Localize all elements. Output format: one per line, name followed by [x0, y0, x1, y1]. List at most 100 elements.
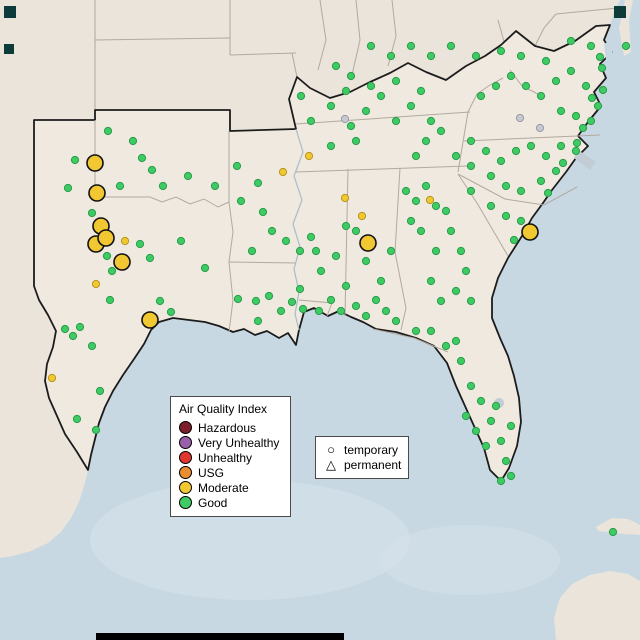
station-good: [91, 425, 101, 435]
station-good: [306, 232, 316, 242]
station-good: [346, 121, 356, 131]
station-good: [200, 263, 210, 273]
station-good: [587, 93, 597, 103]
station-good: [371, 295, 381, 305]
station-good: [446, 41, 456, 51]
station-temporary-moderate: [97, 229, 115, 247]
station-good: [391, 116, 401, 126]
shape-legend-item: ○ temporary: [324, 442, 400, 457]
station-good: [326, 141, 336, 151]
station-temporary-moderate: [88, 184, 106, 202]
station-good: [247, 246, 257, 256]
station-good: [366, 81, 376, 91]
aqi-legend-item: USG: [179, 465, 282, 480]
aqi-swatch-icon: [179, 466, 192, 479]
station-good: [316, 266, 326, 276]
state-borders-inner: [94, 69, 601, 353]
station-good: [476, 91, 486, 101]
station-good: [87, 341, 97, 351]
station-good: [416, 86, 426, 96]
station-good: [551, 76, 561, 86]
station-good: [311, 246, 321, 256]
station-good: [466, 381, 476, 391]
station-good: [361, 311, 371, 321]
station-moderate: [120, 236, 130, 246]
station-good: [183, 171, 193, 181]
aqi-swatch-icon: [179, 451, 192, 464]
station-good: [572, 138, 582, 148]
station-good: [233, 294, 243, 304]
station-good: [102, 251, 112, 261]
station-good: [326, 295, 336, 305]
station-good: [115, 181, 125, 191]
station-temporary-moderate: [141, 311, 159, 329]
aqi-legend-item: Hazardous: [179, 420, 282, 435]
station-good: [68, 331, 78, 341]
station-good: [608, 527, 618, 537]
aqi-legend-title: Air Quality Index: [179, 402, 268, 416]
station-good: [105, 295, 115, 305]
circle-shape-icon: ○: [327, 442, 335, 457]
station-good: [521, 81, 531, 91]
station-good: [251, 296, 261, 306]
station-moderate: [304, 151, 314, 161]
station-good: [381, 306, 391, 316]
station-good: [376, 91, 386, 101]
station-good: [426, 51, 436, 61]
station-good: [95, 386, 105, 396]
aqi-swatch-icon: [179, 421, 192, 434]
station-good: [391, 76, 401, 86]
station-good: [481, 146, 491, 156]
station-good: [556, 141, 566, 151]
triangle-shape-icon: △: [326, 457, 336, 472]
station-good: [341, 86, 351, 96]
station-good: [506, 471, 516, 481]
station-good: [421, 181, 431, 191]
aqi-legend-item: Unhealthy: [179, 450, 282, 465]
station-good: [461, 411, 471, 421]
station-good: [258, 207, 268, 217]
station-good: [501, 456, 511, 466]
station-good: [451, 151, 461, 161]
station-good: [466, 161, 476, 171]
station-good: [491, 401, 501, 411]
station-good: [496, 476, 506, 486]
station-good: [135, 239, 145, 249]
aqi-legend-items: Hazardous Very Unhealthy Unhealthy USG Moder…: [179, 420, 282, 510]
station-good: [486, 201, 496, 211]
stations-layer: [47, 36, 631, 537]
station-good: [287, 297, 297, 307]
station-moderate: [357, 211, 367, 221]
station-good: [416, 226, 426, 236]
station-good: [466, 296, 476, 306]
station-good: [336, 306, 346, 316]
aqi-legend-label: Very Unhealthy: [198, 435, 280, 450]
station-good: [210, 181, 220, 191]
station-good: [276, 306, 286, 316]
station-good: [496, 156, 506, 166]
station-good: [155, 296, 165, 306]
station-good: [406, 216, 416, 226]
station-good: [426, 276, 436, 286]
aqi-legend-label: Good: [198, 495, 228, 510]
state-borders-outer: [94, 0, 619, 110]
station-good: [306, 116, 316, 126]
station-good: [314, 306, 324, 316]
station-good: [486, 171, 496, 181]
station-good: [578, 123, 588, 133]
station-good: [566, 36, 576, 46]
station-good: [581, 81, 591, 91]
station-good: [361, 106, 371, 116]
station-good: [351, 136, 361, 146]
station-good: [264, 291, 274, 301]
station-good: [87, 208, 97, 218]
aqi-swatch-icon: [179, 436, 192, 449]
shape-legend: ○ temporary △ permanent: [315, 436, 409, 479]
aqi-swatch-icon: [179, 496, 192, 509]
station-nodata: [340, 114, 350, 124]
station-good: [63, 183, 73, 193]
station-good: [326, 101, 336, 111]
station-good: [376, 276, 386, 286]
